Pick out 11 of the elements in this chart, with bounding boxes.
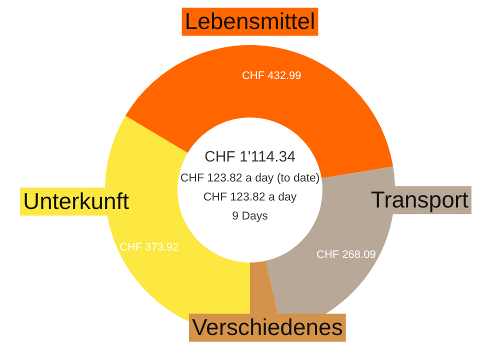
- data-label: CHF 373.92: [119, 241, 179, 254]
- text: 9 Days: [232, 210, 268, 223]
- slice-label: Transport: [370, 186, 470, 212]
- text: CHF 1'114.34: [204, 148, 296, 166]
- slice-label: Unterkunft: [22, 188, 130, 214]
- slice-label: Verschiedenes: [192, 314, 343, 340]
- data-label: CHF 268.09: [316, 248, 376, 261]
- slice-label: Lebensmittel: [184, 8, 316, 34]
- text: CHF 123.82 a day (to date): [180, 172, 320, 185]
- data-label: CHF 432.99: [242, 70, 302, 82]
- text: CHF 123.82 a day: [203, 192, 297, 204]
